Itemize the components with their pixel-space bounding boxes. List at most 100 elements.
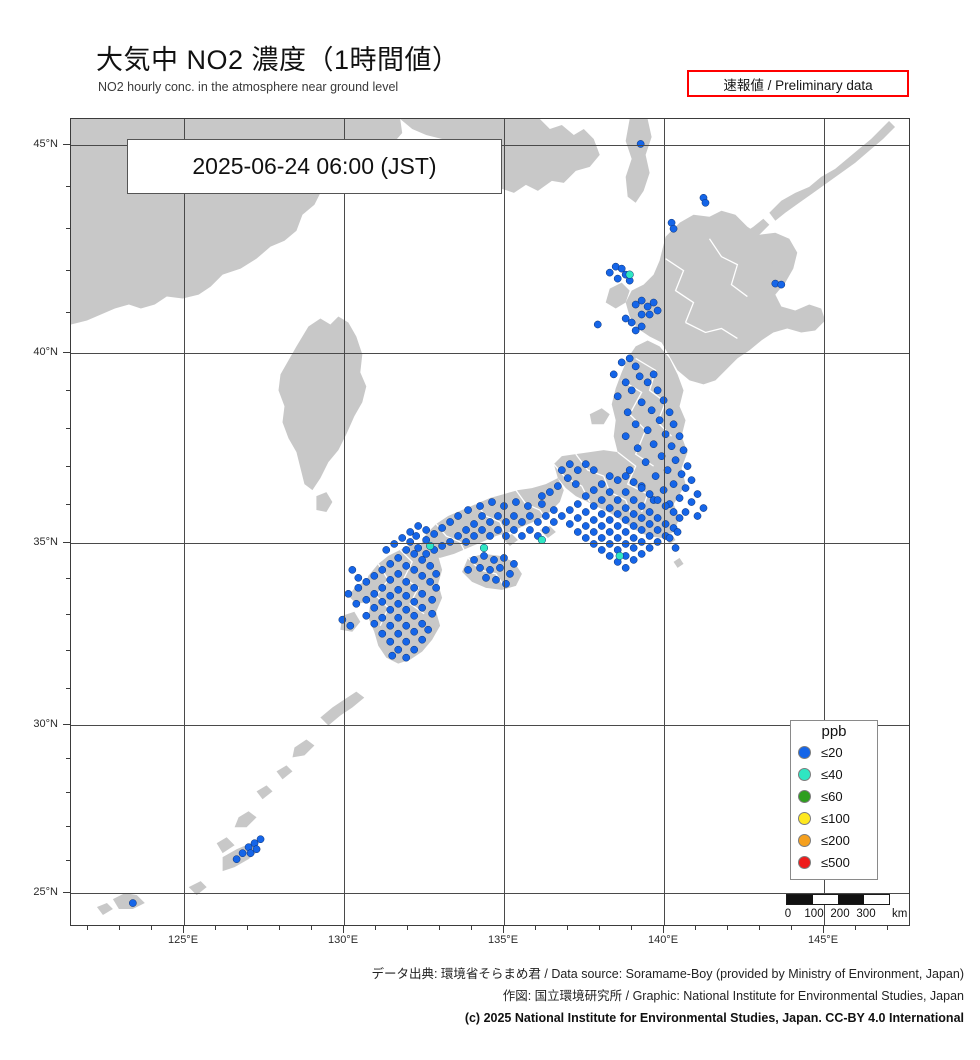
xtick-minor [471, 926, 472, 930]
ytick-35n [63, 542, 70, 543]
ytick-minor [66, 228, 70, 229]
ytick-label-45n: 45°N [33, 138, 58, 150]
ytick-minor [66, 504, 70, 505]
ytick-minor [66, 428, 70, 429]
xtick-minor [215, 926, 216, 930]
legend-panel: ppb ≤20 ≤40 ≤60 ≤100 ≤200 ≤500 [790, 720, 878, 880]
legend-color-swatch-icon [798, 811, 811, 825]
scale-bar-track [786, 894, 890, 905]
xtick-label-130e: 130°E [327, 934, 359, 946]
scale-bar-tick-label: 100 [804, 908, 824, 920]
xtick-minor [119, 926, 120, 930]
footer-graphic-credit: 作図: 国立環境研究所 / Graphic: National Institut… [502, 989, 964, 1003]
ytick-minor [66, 688, 70, 689]
gridline-35n [71, 543, 909, 544]
ytick-40n [63, 352, 70, 353]
xtick-minor [567, 926, 568, 930]
ytick-minor [66, 614, 70, 615]
footer-data-source: データ出典: 環境省そらまめ君 / Data source: Soramame-… [371, 967, 964, 981]
xtick-minor [599, 926, 600, 930]
ytick-minor [66, 312, 70, 313]
xtick-minor [311, 926, 312, 930]
ytick-label-25n: 25°N [33, 886, 58, 898]
scale-bar-unit-label: km [892, 908, 908, 920]
xtick-140e [663, 926, 664, 933]
scale-bar-segment [812, 895, 838, 904]
gridline-130e [344, 119, 345, 925]
xtick-135e [503, 926, 504, 933]
legend-item-label: ≤100 [821, 810, 850, 826]
xtick-minor [439, 926, 440, 930]
gridline-135e [504, 119, 505, 925]
scale-bar-tick-label: 200 [830, 908, 850, 920]
ytick-minor [66, 826, 70, 827]
gridline-30n [71, 725, 909, 726]
xtick-minor [759, 926, 760, 930]
legend-item: ≤200 [791, 829, 877, 851]
scale-bar-labels: 0 100 200 300 km [784, 908, 908, 924]
scale-bar-segment [838, 895, 864, 904]
gridline-145e [824, 119, 825, 925]
legend-title: ppb [821, 723, 847, 740]
xtick-minor [887, 926, 888, 930]
ytick-label-35n: 35°N [33, 536, 58, 548]
legend-item-label: ≤60 [821, 788, 843, 804]
scale-bar: 0 100 200 300 km [784, 894, 908, 924]
xtick-minor [631, 926, 632, 930]
legend-item: ≤40 [791, 763, 877, 785]
ytick-minor [66, 390, 70, 391]
xtick-minor [695, 926, 696, 930]
xtick-minor [151, 926, 152, 930]
legend-item: ≤500 [791, 851, 877, 873]
preliminary-data-badge: 速報値 / Preliminary data [687, 70, 909, 97]
gridline-25n [71, 893, 909, 894]
xtick-label-145e: 145°E [807, 934, 839, 946]
map-plot-area[interactable]: 2025-06-24 06:00 (JST) ppb ≤20 ≤40 ≤60 ≤… [70, 118, 910, 926]
xtick-minor [87, 926, 88, 930]
legend-item-label: ≤500 [821, 854, 850, 870]
page-subtitle: NO2 hourly conc. in the atmosphere near … [98, 80, 399, 94]
legend-color-swatch-icon [798, 789, 811, 803]
xtick-minor [855, 926, 856, 930]
gridline-125e [184, 119, 185, 925]
ytick-30n [63, 724, 70, 725]
ytick-25n [63, 892, 70, 893]
ytick-minor [66, 578, 70, 579]
xtick-minor [535, 926, 536, 930]
page-title: 大気中 NO2 濃度（1時間値） [96, 45, 460, 75]
xtick-minor [247, 926, 248, 930]
xtick-label-125e: 125°E [167, 934, 199, 946]
scale-bar-segment [787, 895, 813, 904]
page-footer: データ出典: 環境省そらまめ君 / Data source: Soramame-… [0, 963, 980, 1029]
ytick-minor [66, 860, 70, 861]
ytick-label-40n: 40°N [33, 346, 58, 358]
map-canvas [71, 119, 896, 916]
scale-bar-tick-label: 300 [856, 908, 876, 920]
legend-item-label: ≤20 [821, 744, 843, 760]
legend-color-swatch-icon [798, 745, 811, 759]
ytick-minor [66, 186, 70, 187]
legend-item-label: ≤40 [821, 766, 843, 782]
xtick-minor [407, 926, 408, 930]
xtick-minor [727, 926, 728, 930]
scale-bar-tick-label: 0 [784, 908, 792, 920]
gridline-140e [664, 119, 665, 925]
ytick-minor [66, 466, 70, 467]
legend-color-swatch-icon [798, 833, 811, 847]
legend-item-label: ≤200 [821, 832, 850, 848]
gridline-40n [71, 353, 909, 354]
xtick-label-140e: 140°E [647, 934, 679, 946]
legend-color-swatch-icon [798, 767, 811, 781]
legend-item: ≤100 [791, 807, 877, 829]
ytick-minor [66, 650, 70, 651]
ytick-minor [66, 792, 70, 793]
scale-bar-segment [863, 895, 889, 904]
legend-color-swatch-icon [798, 855, 811, 869]
xtick-145e [823, 926, 824, 933]
ytick-minor [66, 758, 70, 759]
page-header: 大気中 NO2 濃度（1時間値） NO2 hourly conc. in the… [0, 0, 980, 118]
ytick-label-30n: 30°N [33, 718, 58, 730]
xtick-minor [375, 926, 376, 930]
legend-item: ≤20 [791, 741, 877, 763]
legend-item: ≤60 [791, 785, 877, 807]
